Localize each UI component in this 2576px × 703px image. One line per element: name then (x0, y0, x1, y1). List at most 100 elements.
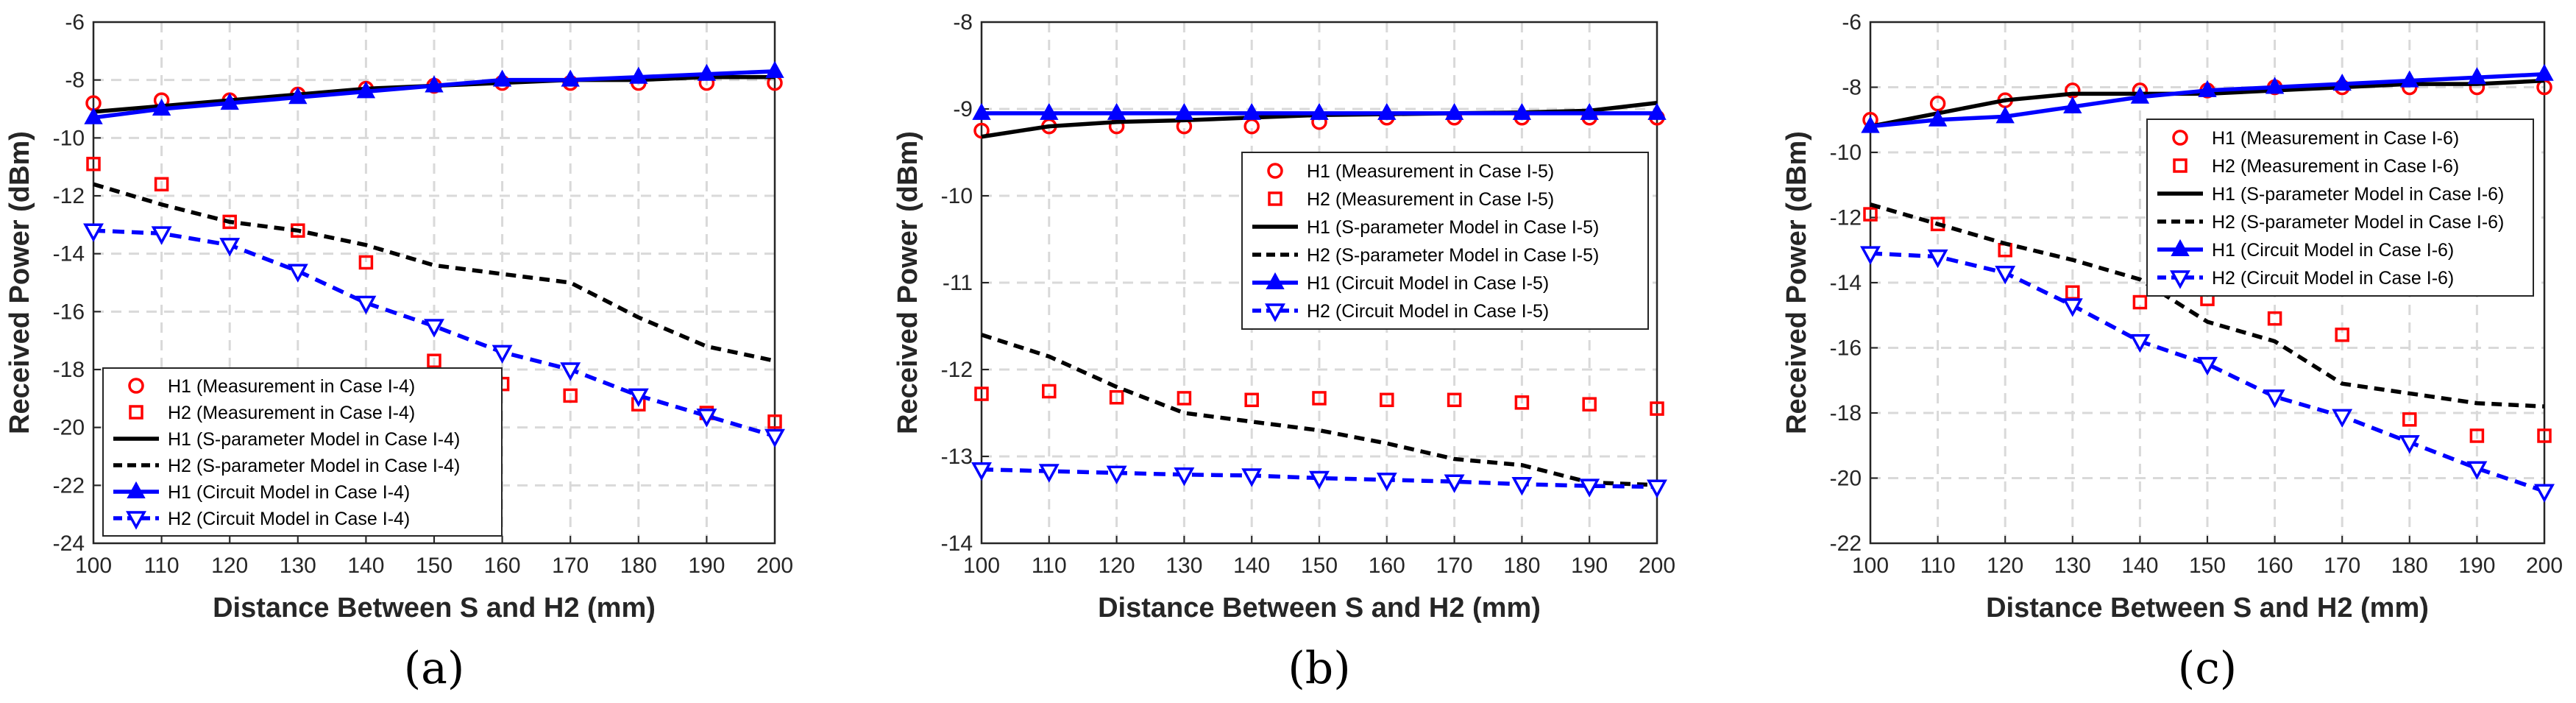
y-tick-label: -9 (953, 97, 973, 121)
data-point (1582, 397, 1597, 411)
legend-item: H2 (Measurement in Case I-6) (2173, 156, 2459, 177)
data-point (1927, 249, 1948, 269)
legend-label: H1 (S-parameter Model in Case I-4) (168, 429, 460, 450)
y-tick-label: -20 (1830, 467, 1862, 491)
data-point (560, 362, 581, 381)
panel-caption: (b) (1288, 643, 1350, 694)
x-tick-label: 170 (1436, 554, 1473, 578)
y-tick-label: -10 (1830, 141, 1862, 165)
data-point (2535, 63, 2554, 81)
legend-label: H2 (S-parameter Model in Case I-4) (168, 456, 460, 476)
data-point (973, 122, 990, 139)
data-point (220, 93, 239, 110)
data-point (2537, 428, 2552, 443)
data-point (2400, 70, 2419, 88)
data-point (628, 388, 649, 408)
y-tick-label: -24 (53, 531, 85, 556)
y-tick-label: -10 (53, 126, 85, 150)
legend-marker (2171, 239, 2190, 256)
data-point (427, 353, 441, 368)
data-point (1109, 390, 1124, 405)
legend: H1 (Measurement in Case I-6) H2 (Measurem… (2146, 119, 2534, 297)
data-point (1860, 246, 1881, 265)
data-point (2130, 86, 2150, 104)
legend-marker (2170, 270, 2190, 289)
data-point (1447, 392, 1462, 408)
panel-caption: (a) (404, 643, 465, 694)
legend-item: H2 (S-parameter Model in Case I-5) (1252, 245, 1599, 266)
x-tick-label: 190 (688, 554, 725, 578)
data-point (1512, 102, 1532, 120)
data-point (2332, 73, 2352, 91)
y-tick-label: -8 (1842, 76, 1862, 100)
legend-label: H1 (Measurement in Case I-4) (168, 376, 415, 397)
data-point (1444, 474, 1465, 493)
legend-label: H2 (Circuit Model in Case I-4) (168, 509, 410, 529)
x-tick-label: 180 (1503, 554, 1540, 578)
chart-panel-1: 100 110 120 130 140 150 160 170 180 190 200 -6 -8 -10… (4, 10, 793, 694)
legend-marker (1268, 191, 1282, 206)
x-tick-label: 140 (2121, 554, 2158, 578)
x-axis-label: Distance Between S and H2 (mm) (213, 593, 656, 623)
legend-item: H2 (Circuit Model in Case I-4) (113, 509, 410, 530)
data-point (287, 264, 308, 283)
y-tick-label: -10 (941, 184, 973, 208)
legend-item: H1 (S-parameter Model in Case I-4) (113, 429, 460, 450)
x-tick-label: 170 (2324, 554, 2360, 578)
data-point (2467, 67, 2487, 85)
x-tick-label: 120 (1987, 554, 2023, 578)
chart-panel-3: 100 110 120 130 140 150 160 170 180 190 200 -6 -8 -10… (1781, 10, 2563, 694)
x-tick-label: 110 (1032, 554, 1067, 578)
data-point (1177, 391, 1192, 406)
data-point (1174, 467, 1195, 487)
x-tick-label: 150 (416, 554, 453, 578)
data-point (2267, 311, 2282, 326)
y-tick-label: -14 (53, 242, 85, 266)
series-line (93, 228, 776, 439)
data-point (2063, 96, 2082, 114)
data-point (1861, 116, 1880, 133)
data-point (764, 428, 785, 448)
x-tick-label: 100 (1852, 554, 1889, 578)
legend: H1 (Measurement in Case I-4) H2 (Measurem… (102, 367, 503, 537)
series-triangle-down (1860, 246, 2555, 503)
y-axis-label: Received Power (dBm) (4, 131, 35, 434)
data-point (561, 69, 580, 87)
data-point (1580, 102, 1599, 120)
legend-marker (127, 481, 146, 498)
data-point (2466, 461, 2488, 480)
data-point (492, 345, 513, 364)
legend-item: H1 (Circuit Model in Case I-6) (2157, 239, 2454, 261)
data-point (151, 226, 172, 245)
data-point (971, 462, 992, 481)
data-point (2399, 435, 2420, 454)
y-tick-label: -14 (941, 531, 973, 556)
legend-label: H1 (Measurement in Case I-5) (1307, 161, 1554, 182)
data-point (86, 156, 101, 172)
legend-item: H2 (S-parameter Model in Case I-4) (113, 456, 460, 476)
y-axis-label: Received Power (dBm) (1781, 131, 1812, 434)
legend-label: H2 (Circuit Model in Case I-6) (2212, 268, 2454, 289)
data-point (1241, 468, 1263, 487)
legend-label: H2 (Measurement in Case I-4) (168, 403, 415, 423)
legend-marker (1267, 163, 1283, 179)
legend-box (2146, 119, 2534, 297)
data-point (1380, 392, 1394, 408)
legend-marker (128, 378, 144, 394)
data-point (2264, 389, 2285, 409)
data-point (563, 388, 578, 403)
x-tick-label: 120 (211, 554, 248, 578)
series-line (981, 467, 1658, 490)
y-tick-label: -8 (65, 68, 85, 93)
y-tick-label: -18 (1830, 401, 1862, 425)
x-tick-label: 140 (347, 554, 384, 578)
series-line (1870, 202, 2545, 409)
series-triangle-down (971, 462, 1667, 498)
data-point (1309, 470, 1330, 490)
data-point (1312, 391, 1327, 406)
data-point (1928, 109, 1948, 127)
data-point (767, 414, 782, 429)
x-axis-label: Distance Between S and H2 (mm) (1098, 593, 1541, 623)
y-tick-label: -16 (53, 300, 85, 324)
